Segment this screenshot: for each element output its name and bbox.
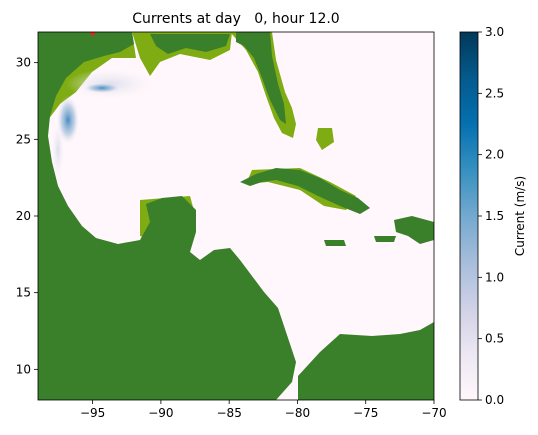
- x-tick-label: −75: [353, 406, 378, 420]
- x-tick-label: −70: [421, 406, 446, 420]
- current-feature-northwest-core: [84, 83, 120, 93]
- chart-title: Currents at day 0, hour 12.0: [132, 11, 339, 27]
- land-layer: [38, 32, 434, 400]
- current-feature-texas-coastal: [52, 122, 64, 178]
- y-axis: 10 15 20 25 30: [16, 56, 38, 376]
- colorbar-tick-label: 1.0: [485, 270, 504, 284]
- colorbar-tick-label: 0.5: [485, 332, 504, 346]
- x-axis: −95 −90 −85 −80 −75 −70: [80, 400, 447, 420]
- colorbar-tick-label: 2.0: [485, 148, 504, 162]
- x-tick-label: −85: [217, 406, 242, 420]
- colorbar-tick-label: 1.5: [485, 209, 504, 223]
- land-north-america: [38, 32, 296, 400]
- marker-red: [90, 32, 96, 36]
- land-puerto-rico-edge: [374, 236, 396, 242]
- land-florida: [236, 32, 286, 124]
- x-tick-label: −95: [80, 406, 105, 420]
- shelf-bahamas: [316, 128, 334, 150]
- colorbar-gradient: [459, 31, 479, 401]
- land-cuba: [240, 168, 370, 214]
- y-tick-label: 30: [16, 56, 31, 70]
- land-hispaniola: [394, 216, 434, 244]
- land-south-america: [298, 322, 434, 400]
- colorbar-ticks: 0.0 0.5 1.0 1.5 2.0 2.5 3.0: [478, 25, 504, 407]
- x-tick-label: −80: [285, 406, 310, 420]
- colorbar-tick-label: 3.0: [485, 25, 504, 39]
- colorbar-label: Current (m/s): [513, 176, 527, 256]
- plot-area: [38, 32, 434, 400]
- colorbar-tick-label: 0.0: [485, 393, 504, 407]
- y-tick-label: 20: [16, 209, 31, 223]
- x-tick-label: −90: [148, 406, 173, 420]
- land-florida-panhandle: [150, 34, 230, 54]
- colorbar-tick-label: 2.5: [485, 86, 504, 100]
- colorbar: 0.0 0.5 1.0 1.5 2.0 2.5 3.0 Current (m/s): [459, 25, 527, 407]
- land-jamaica: [324, 240, 346, 246]
- y-tick-label: 15: [16, 286, 31, 300]
- y-tick-label: 10: [16, 362, 31, 376]
- current-layer: [52, 69, 154, 178]
- y-tick-label: 25: [16, 132, 31, 146]
